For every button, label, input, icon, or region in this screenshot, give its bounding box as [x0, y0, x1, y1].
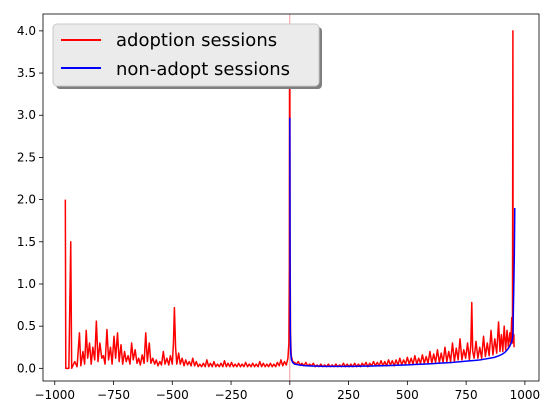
- y-tick-label: 3.0: [17, 108, 36, 122]
- x-tick-label: 250: [337, 388, 360, 402]
- y-axis-ticks: 0.0 0.5 1.0 1.5 2.0 2.5 3.0 3.5 4.0: [17, 24, 43, 375]
- x-tick-label: 1000: [510, 388, 541, 402]
- x-tick-label: −250: [215, 388, 248, 402]
- x-tick-label: −750: [97, 388, 130, 402]
- x-tick-label: 0: [286, 388, 294, 402]
- legend-label-adoption: adoption sessions: [116, 30, 277, 51]
- y-tick-label: 1.5: [17, 235, 36, 249]
- x-axis-ticks: −1000 −750 −500 −250 0 250 500 750 1000: [34, 381, 540, 402]
- y-tick-label: 2.5: [17, 150, 36, 164]
- y-tick-label: 1.0: [17, 277, 36, 291]
- x-tick-label: 750: [455, 388, 478, 402]
- legend-box: [52, 23, 320, 87]
- y-tick-label: 0.0: [17, 361, 36, 375]
- series-line-non-adopt: [289, 117, 516, 368]
- plot-frame: [42, 13, 540, 382]
- y-tick-label: 4.0: [17, 24, 36, 38]
- x-tick-label: −1000: [34, 388, 75, 402]
- x-tick-label: −500: [156, 388, 189, 402]
- y-tick-label: 3.5: [17, 66, 36, 80]
- series-layer: [64, 25, 516, 370]
- y-tick-label: 0.5: [17, 319, 36, 333]
- legend-label-non-adopt: non-adopt sessions: [116, 59, 290, 80]
- legend[interactable]: adoption sessions non-adopt sessions: [52, 23, 322, 89]
- y-tick-label: 2.0: [17, 193, 36, 207]
- x-tick-label: 500: [396, 388, 419, 402]
